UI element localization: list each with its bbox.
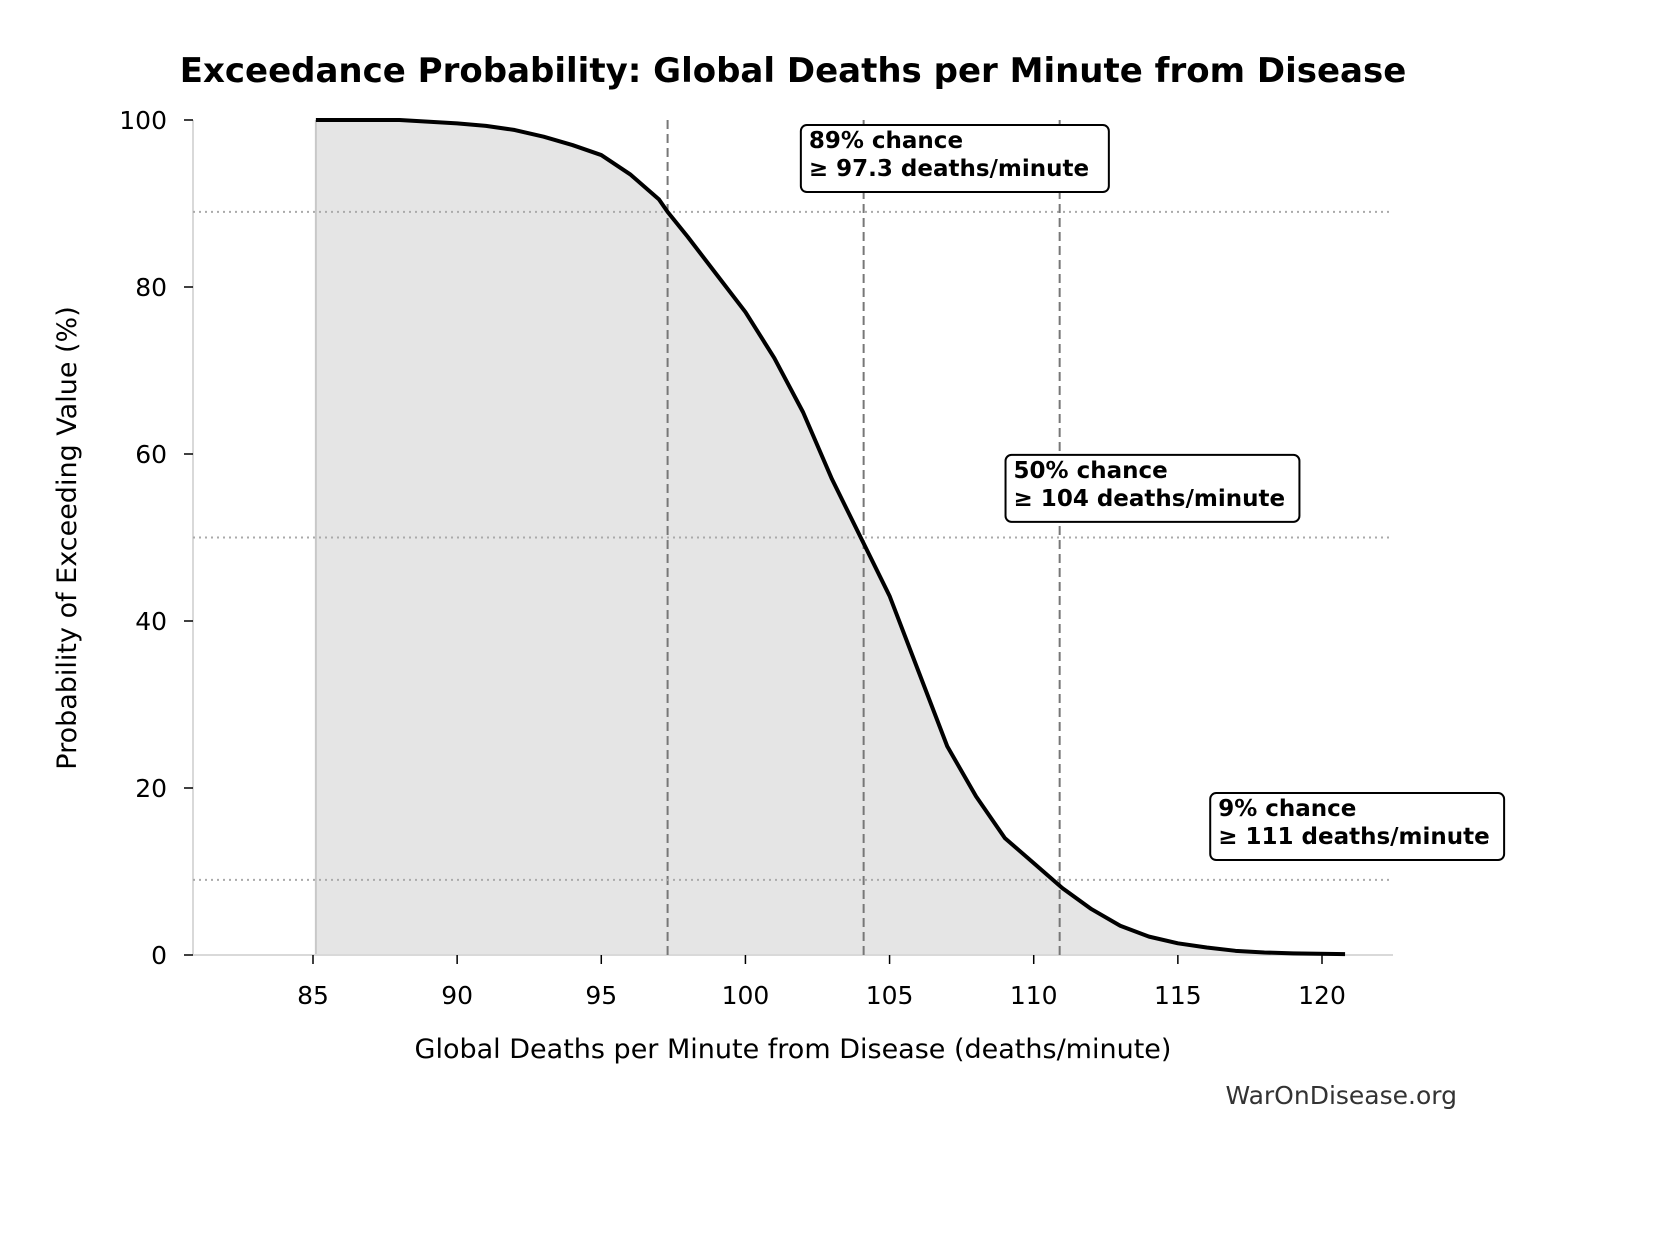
x-tick-label: 115 [1154,981,1202,1010]
annotation-line1: 9% chance [1218,796,1356,822]
y-tick-label: 20 [135,774,167,803]
y-tick-label: 60 [135,440,167,469]
x-tick-label: 120 [1298,981,1346,1010]
annotation-box-2 [1209,792,1506,862]
y-tick-label: 100 [119,106,167,135]
annotation-line1: 89% chance [809,128,963,154]
x-tick-label: 85 [297,981,329,1010]
annotation-line2: ≥ 97.3 deaths/minute [809,156,1089,182]
y-axis-label: Probability of Exceeding Value (%) [52,306,83,769]
annotation-line2: ≥ 104 deaths/minute [1014,486,1286,512]
x-tick-label: 105 [866,981,914,1010]
annotation-box-0 [799,124,1110,194]
chart-title: Exceedance Probability: Global Deaths pe… [180,51,1407,91]
y-tick-label: 80 [135,273,167,302]
annotation-box-1 [1004,453,1301,523]
watermark: WarOnDisease.org [1225,1081,1457,1110]
x-tick-label: 90 [441,981,473,1010]
x-tick-label: 95 [585,981,617,1010]
annotation-line2: ≥ 111 deaths/minute [1218,824,1490,850]
x-tick-label: 110 [1010,981,1058,1010]
x-axis-label: Global Deaths per Minute from Disease (d… [415,1034,1172,1065]
plot-area: 85 90 95 100 105 110 115 120 0 20 40 60 80 100 89% cha… [119,106,1506,1010]
x-tick-label: 100 [722,981,770,1010]
y-tick-label: 40 [135,607,167,636]
annotation-line1: 50% chance [1014,458,1168,484]
exceedance-curve [315,118,1346,957]
y-tick-label: 0 [151,941,167,970]
